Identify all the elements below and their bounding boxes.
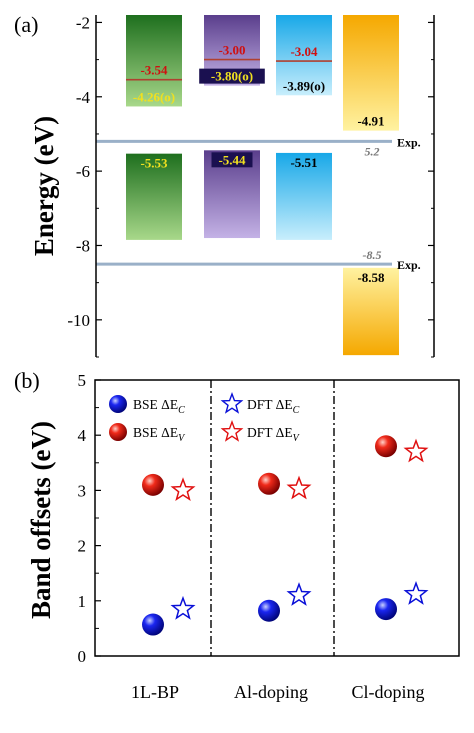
- a-tick-label-4: -10: [67, 311, 90, 330]
- conduction-band-3: [343, 15, 399, 131]
- legend-label-text-2: DFT ΔE: [247, 397, 293, 412]
- value-label-2-1: -3.89(o): [283, 78, 325, 93]
- sphere-marker-1-0: [142, 473, 164, 496]
- a-tick-label-3: -8: [76, 236, 90, 255]
- legend-label-text-0: BSE ΔE: [133, 397, 178, 412]
- value-label-1-2: -5.44: [218, 152, 246, 167]
- value-label-0-2: -5.53: [140, 156, 168, 171]
- legend-label-subscript-1: V: [178, 433, 186, 444]
- legend-label-1: BSE ΔEV: [133, 425, 186, 444]
- value-label-3-2: -8.58: [357, 270, 385, 285]
- sphere-marker-0-1: [258, 599, 280, 622]
- legend-label-subscript-3: V: [293, 433, 301, 444]
- star-marker-2-1: [286, 582, 312, 606]
- legend-label-text-1: BSE ΔE: [133, 425, 178, 440]
- legend-star-2: [220, 392, 244, 414]
- category-label-0: 1L-BP: [131, 682, 179, 702]
- category-label-1: Al-doping: [234, 682, 308, 702]
- panel-a-y-ticks: -2 -4 -6 -8 -10: [67, 13, 434, 358]
- legend-label-3: DFT ΔEV: [247, 425, 301, 444]
- legend-label-0: BSE ΔEC: [133, 397, 185, 416]
- panel-a-value-labels: -3.54 -4.26(o) -5.53 -3.00 -3.80(o) -5.44 -3.0…: [133, 43, 385, 285]
- value-label-2-2: -5.51: [290, 155, 317, 170]
- label-bg-1-2: [211, 152, 253, 168]
- value-label-1-1: -3.80(o): [211, 69, 253, 84]
- legend-label-text-3: DFT ΔE: [247, 425, 293, 440]
- panel-a-energy-levels: (a) Energy (eV) Exp. 5.2 Exp. -8.5 -3.54 -4.…: [14, 12, 435, 358]
- star-marker-3-0: [170, 477, 196, 502]
- star-marker-2-0: [170, 595, 196, 620]
- panel-b-band-offsets: (b) Band offsets (eV) 0 1 2 3 4 5 1L-BP Al-dop…: [14, 368, 460, 702]
- b-tick-label-1: 1: [78, 592, 87, 611]
- panel-b-x-categories: 1L-BP Al-doping Cl-doping: [131, 682, 425, 702]
- category-label-2: Cl-doping: [351, 682, 424, 702]
- value-label-2-0: -3.04: [290, 44, 318, 59]
- valence-band-2: [276, 152, 332, 240]
- value-label-1-0: -3.00: [218, 43, 245, 58]
- valence-band-3: [343, 267, 399, 356]
- a-tick-label-2: -6: [76, 162, 90, 181]
- panel-b-y-ticks: 0 1 2 3 4 5: [78, 371, 101, 666]
- sphere-marker-1-1: [258, 472, 280, 495]
- b-tick-label-5: 5: [78, 371, 87, 390]
- b-tick-label-0: 0: [78, 647, 87, 666]
- a-tick-label-0: -2: [76, 13, 90, 32]
- star-marker-2-2: [403, 581, 429, 605]
- panel-a-label: (a): [14, 12, 38, 37]
- b-tick-label-2: 2: [78, 537, 87, 556]
- a-tick-label-1: -4: [76, 88, 91, 107]
- value-label-0-1: -4.26(o): [133, 89, 175, 104]
- panel-a-y-axis-label: Energy (eV): [29, 116, 59, 256]
- sphere-marker-0-0: [142, 613, 164, 636]
- panel-a-experimental-lines: Exp. 5.2 Exp. -8.5: [96, 135, 421, 272]
- b-tick-label-3: 3: [78, 481, 87, 500]
- panel-b-label: (b): [14, 368, 40, 393]
- sphere-marker-1-2: [375, 435, 397, 458]
- star-marker-3-2: [403, 438, 429, 463]
- valence-band-0: [126, 153, 182, 240]
- conduction-band-0: [126, 15, 182, 107]
- value-label-3-1: -4.91: [357, 114, 384, 129]
- legend-label-2: DFT ΔEC: [247, 397, 300, 416]
- panel-b-separators: [210, 380, 335, 656]
- panel-b-markers: [142, 435, 429, 636]
- legend-label-subscript-0: C: [178, 405, 185, 416]
- b-tick-label-4: 4: [78, 426, 87, 445]
- legend-label-subscript-2: C: [293, 405, 300, 416]
- exp-tag-1: Exp.: [397, 258, 421, 272]
- legend-sphere-0: [109, 395, 127, 413]
- star-marker-3-1: [286, 475, 312, 500]
- exp-value-1: -8.5: [363, 248, 382, 262]
- conduction-band-2: [276, 15, 332, 96]
- legend-sphere-1: [109, 423, 127, 441]
- exp-tag-0: Exp.: [397, 135, 421, 149]
- sphere-marker-0-2: [375, 598, 397, 621]
- exp-value-0: 5.2: [365, 144, 380, 158]
- label-bg-1-1: [199, 68, 265, 84]
- value-label-0-0: -3.54: [140, 63, 168, 78]
- legend-star-3: [220, 420, 244, 442]
- panel-b-y-axis-label: Band offsets (eV): [26, 421, 56, 619]
